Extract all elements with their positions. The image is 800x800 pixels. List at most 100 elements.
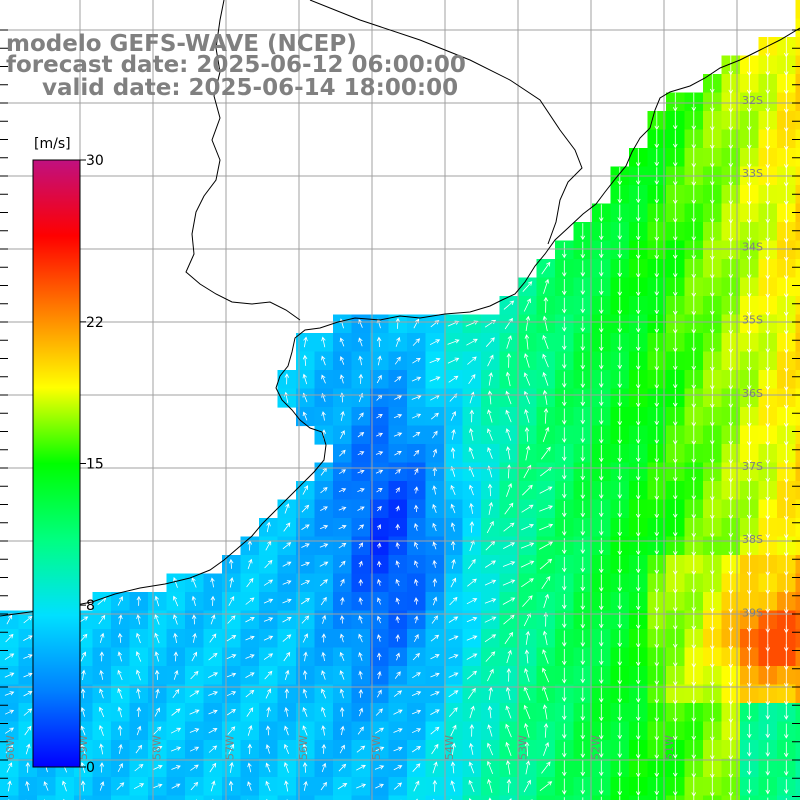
wind-arrow: [654, 222, 660, 242]
wind-arrow: [468, 374, 476, 385]
wind-arrow: [117, 651, 122, 662]
wind-cell: [314, 462, 334, 482]
border-path: [309, 0, 583, 245]
wind-arrow: [209, 762, 217, 773]
wind-cell: [111, 777, 131, 797]
wind-arrow: [765, 682, 771, 706]
wind-arrow: [524, 408, 530, 423]
wind-arrow: [358, 337, 363, 347]
wind-cell: [92, 610, 112, 630]
wind-cell: [129, 777, 149, 797]
wind-arrow: [635, 592, 641, 611]
wind-cell: [795, 573, 800, 593]
wind-arrow: [302, 411, 308, 421]
wind-arrow: [208, 709, 218, 715]
wind-arrow: [432, 596, 438, 606]
wind-arrow: [672, 759, 678, 778]
wind-arrow: [561, 297, 567, 314]
wind-arrow: [617, 759, 623, 777]
wind-arrow: [654, 130, 660, 149]
wind-arrow: [117, 688, 123, 699]
wind-cell: [240, 573, 260, 593]
wind-arrow: [81, 669, 86, 681]
wind-cell: [795, 333, 800, 353]
wind-arrow: [617, 241, 623, 259]
colorbar-tick-label: 15: [86, 457, 104, 473]
wind-arrow: [282, 598, 292, 604]
wind-arrow: [561, 648, 567, 666]
wind-cell: [166, 795, 186, 800]
wind-arrow: [521, 523, 534, 531]
wind-arrow: [637, 796, 639, 800]
wind-cell: [444, 407, 464, 427]
wind-arrow: [377, 615, 382, 624]
wind-arrow: [430, 672, 440, 678]
wind-cell: [111, 795, 131, 800]
wind-cell: [277, 610, 297, 630]
wind-arrow: [672, 92, 678, 112]
wind-cell: [296, 592, 316, 612]
wind-arrow: [617, 741, 623, 759]
wind-arrow: [226, 672, 237, 678]
wind-arrow: [504, 502, 514, 515]
wind-arrow: [339, 651, 345, 662]
wind-arrow: [357, 506, 365, 511]
wind-cell: [370, 370, 390, 390]
wind-cell: [795, 518, 800, 538]
wind-arrow: [598, 242, 604, 259]
wind-arrow: [173, 632, 178, 643]
wind-cell: [499, 629, 519, 649]
wind-arrow: [561, 667, 567, 684]
wind-arrow: [210, 780, 216, 792]
wind-arrow: [228, 595, 235, 606]
wind-cell: [351, 740, 371, 760]
title-forecast-date: forecast date: 2025-06-12 06:00:00: [6, 52, 466, 78]
wind-cell: [166, 721, 186, 741]
wind-arrow: [654, 462, 660, 482]
wind-arrow: [393, 432, 403, 437]
wind-cell: [499, 592, 519, 612]
wind-arrow: [358, 688, 364, 698]
wind-cell: [795, 240, 800, 260]
wind-cell: [795, 592, 800, 612]
wind-arrow: [393, 765, 403, 771]
wind-arrow: [488, 797, 492, 800]
wind-arrow: [617, 630, 623, 648]
wind-arrow: [691, 444, 697, 464]
wind-cell: [259, 666, 279, 686]
wind-arrow: [247, 725, 253, 736]
wind-arrow: [98, 706, 105, 718]
wind-arrow: [783, 779, 789, 795]
wind-arrow: [25, 743, 31, 755]
wind-arrow: [691, 184, 697, 205]
wind-cell: [444, 573, 464, 593]
wind-arrow: [247, 743, 253, 755]
wind-arrow: [672, 518, 678, 537]
wind-arrow: [117, 762, 123, 772]
wind-cell: [795, 536, 800, 556]
wind-arrow: [580, 686, 586, 703]
wind-cell: [536, 536, 556, 556]
wind-arrow: [7, 780, 12, 792]
wind-cell: [795, 92, 800, 112]
wind-arrow: [395, 634, 400, 642]
wind-arrow: [395, 336, 401, 347]
wind-arrow: [23, 615, 33, 624]
wind-cell: [203, 666, 223, 686]
wind-cell: [388, 462, 408, 482]
wind-cell: [425, 647, 445, 667]
wind-arrow: [691, 462, 697, 482]
wind-arrow: [247, 762, 252, 773]
wind-arrow: [303, 336, 308, 348]
wind-cell: [203, 740, 223, 760]
colorbar-tick-label: 8: [86, 598, 95, 614]
wind-cell: [407, 462, 427, 482]
wind-arrow: [155, 688, 160, 699]
wind-cell: [314, 573, 334, 593]
wind-arrow: [375, 469, 384, 474]
wind-arrow: [539, 486, 553, 494]
wind-arrow: [134, 763, 144, 772]
wind-arrow: [189, 709, 200, 715]
wind-arrow: [99, 632, 105, 644]
wind-arrow: [393, 690, 403, 697]
